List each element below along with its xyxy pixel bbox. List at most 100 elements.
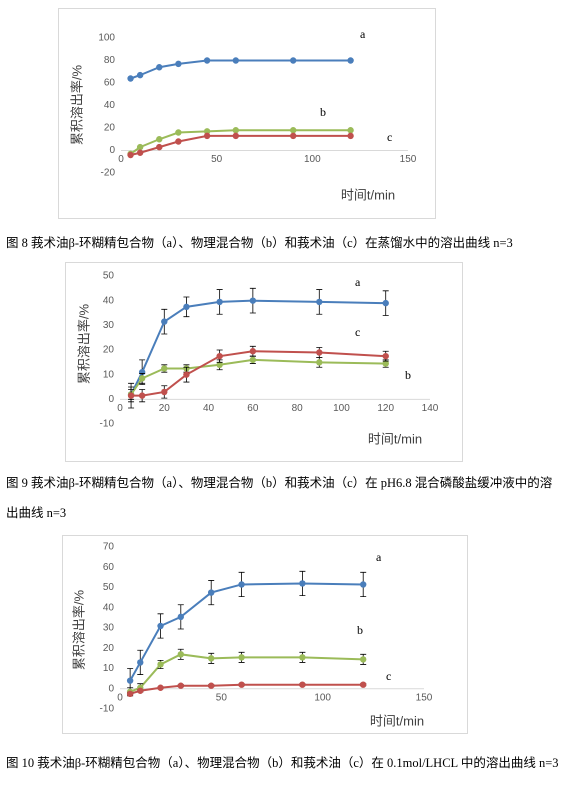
data-point [360, 656, 367, 663]
y-tick-label: 50 [103, 582, 115, 593]
data-point [136, 71, 144, 79]
data-point [238, 681, 245, 688]
series-label: a [376, 550, 382, 564]
x-axis-label: 时间t/min [368, 431, 422, 446]
data-point [216, 361, 223, 368]
series-label: b [405, 368, 411, 382]
data-point [126, 677, 134, 684]
data-point [216, 352, 223, 360]
x-tick-label: 150 [400, 154, 417, 165]
data-point [157, 622, 164, 630]
y-tick-label: 10 [103, 369, 115, 380]
series-label: c [355, 325, 360, 339]
data-point [249, 297, 257, 304]
data-point [126, 690, 134, 698]
data-point [183, 303, 190, 311]
series-label: b [320, 105, 326, 119]
x-tick-label: 40 [203, 403, 215, 414]
chart-frame [65, 262, 463, 462]
x-axis-label: 时间t/min [341, 187, 395, 202]
x-tick-label: 120 [377, 403, 394, 414]
data-point [203, 57, 211, 64]
data-point [161, 318, 168, 325]
y-tick-label: 20 [103, 643, 115, 654]
y-tick-label: 50 [103, 271, 115, 282]
series-line [130, 134, 351, 156]
data-point [360, 581, 367, 588]
x-tick-label: 0 [117, 403, 123, 414]
x-tick-label: 0 [118, 154, 124, 165]
figure-caption: 图 9 莪术油β-环糊精包合物（a）、物理混合物（b）和莪术油（c）在 pH6.… [6, 476, 553, 520]
data-point [238, 581, 245, 588]
x-tick-label: 60 [247, 403, 259, 414]
x-axis-label: 时间t/min [370, 713, 424, 728]
data-point [299, 580, 306, 587]
data-point [138, 375, 146, 382]
series-line [130, 299, 386, 395]
series-line [131, 350, 386, 397]
data-point [316, 298, 323, 306]
figure-caption: 图 10 莪术油β-环糊精包合物（a）、物理混合物（b）和莪术油（c）在 0.1… [6, 756, 559, 770]
data-point [157, 661, 164, 668]
data-point [382, 352, 389, 360]
y-tick-label: 40 [103, 295, 115, 306]
y-tick-label: -20 [101, 168, 116, 179]
y-axis-label: 累积溶出率/% [69, 64, 84, 145]
y-tick-label: 0 [108, 394, 114, 405]
data-point [136, 143, 144, 151]
data-point [203, 132, 211, 140]
x-tick-label: 80 [292, 403, 304, 414]
y-tick-label: 40 [104, 100, 116, 111]
series-label: b [357, 623, 363, 637]
x-tick-label: 150 [416, 692, 433, 703]
data-point [156, 143, 163, 151]
data-point [316, 349, 323, 356]
data-point [156, 136, 163, 143]
data-point [127, 151, 134, 159]
x-tick-label: 50 [216, 692, 228, 703]
y-tick-label: 30 [103, 320, 115, 331]
x-tick-label: 100 [304, 154, 321, 165]
y-tick-label: 20 [104, 123, 116, 134]
series-line [129, 129, 351, 155]
series-line [130, 59, 351, 80]
data-point [183, 371, 190, 378]
data-point [290, 127, 297, 134]
data-point [177, 682, 184, 689]
chart-frame [58, 8, 436, 219]
data-point [156, 64, 163, 71]
y-tick-label: 80 [104, 55, 116, 66]
data-point [127, 392, 135, 399]
data-point [175, 129, 182, 136]
series-label: a [355, 275, 361, 289]
data-point [175, 60, 182, 68]
series-line [130, 358, 386, 395]
x-tick-label: 140 [422, 403, 439, 414]
data-point [347, 132, 354, 140]
chart-frame [62, 535, 468, 734]
series-label: c [386, 669, 391, 683]
series-line [129, 653, 364, 693]
data-point [299, 654, 306, 661]
data-point [382, 299, 389, 307]
data-point [127, 75, 134, 82]
data-point [382, 360, 389, 367]
data-point [137, 659, 144, 666]
series-line [129, 683, 364, 695]
y-tick-label: 20 [103, 345, 115, 356]
x-tick-label: 100 [314, 692, 331, 703]
y-tick-label: 0 [108, 683, 114, 694]
data-point [161, 388, 168, 396]
data-point [203, 128, 211, 135]
figure-caption: 图 8 莪术油β-环糊精包合物（a）、物理混合物（b）和莪术油（c）在蒸馏水中的… [6, 236, 513, 250]
data-point [177, 613, 184, 621]
data-point [299, 681, 306, 688]
data-point [208, 589, 215, 596]
data-point [232, 57, 239, 64]
data-point [360, 681, 367, 688]
y-axis-label: 累积溶出率/% [76, 303, 91, 384]
